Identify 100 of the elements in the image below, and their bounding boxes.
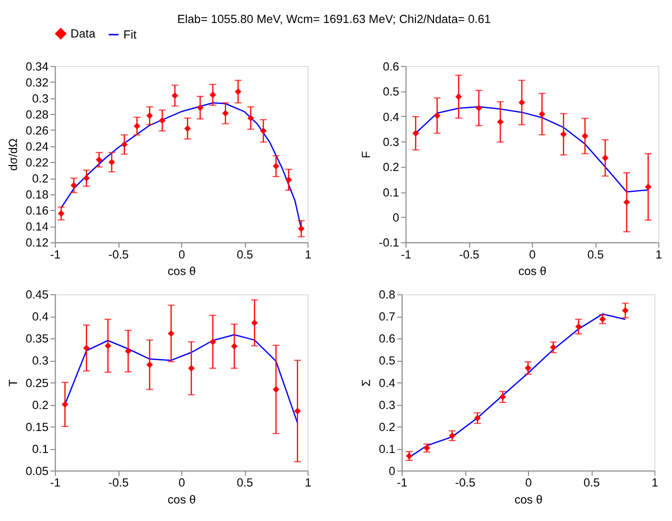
- x-tick-label: -1: [396, 476, 408, 490]
- point: [518, 99, 526, 106]
- x-tick-label: 0: [529, 248, 536, 262]
- y-tick-label: 0.45: [26, 288, 49, 302]
- point: [83, 344, 90, 352]
- y-tick-label: 0.14: [26, 220, 49, 234]
- point: [602, 154, 608, 162]
- x-tick-label: 0.5: [236, 476, 254, 490]
- y-tick-label: 0.2: [382, 161, 400, 174]
- point: [222, 110, 229, 117]
- point: [272, 162, 280, 170]
- point: [448, 432, 456, 439]
- y-tick-label: 0.5: [382, 86, 400, 99]
- x-tick-label: 1: [652, 476, 658, 490]
- point: [108, 158, 116, 166]
- y-tick-label: 0.28: [26, 108, 49, 122]
- point: [524, 364, 532, 372]
- point: [134, 122, 140, 130]
- x-tick-label: -0.5: [459, 248, 480, 262]
- x-tick-label: 0.5: [587, 248, 604, 262]
- legend-label: Fit: [123, 28, 138, 42]
- point: [622, 307, 629, 314]
- y-tick-label: 0.6: [378, 332, 396, 346]
- x-tick-label: 0.5: [584, 476, 600, 490]
- point: [247, 114, 254, 122]
- point: [599, 316, 606, 322]
- point: [285, 176, 292, 184]
- point: [582, 132, 588, 140]
- x-tick-label: 1: [304, 248, 312, 262]
- y-tick-label: 0.16: [26, 204, 49, 218]
- point: [406, 452, 412, 460]
- point: [210, 338, 216, 346]
- x-tick-label: -1: [50, 476, 61, 490]
- point: [58, 210, 64, 217]
- y-axis-title: T: [6, 379, 20, 386]
- point: [538, 110, 546, 118]
- x-tick-label: 0: [178, 476, 186, 490]
- x-axis-title: cos θ: [168, 493, 196, 506]
- y-tick-label: -0.1: [378, 236, 400, 250]
- y-tick-label: 0.18: [26, 188, 49, 202]
- x-tick-label: -0.5: [108, 248, 130, 262]
- y-tick-label: 0.05: [26, 464, 49, 478]
- x-axis-title: cos θ: [518, 265, 546, 278]
- point: [62, 401, 68, 408]
- point: [146, 361, 153, 368]
- point: [298, 225, 305, 232]
- y-tick-label: 0.1: [378, 442, 396, 456]
- legend-label: Data: [70, 28, 96, 41]
- y-axis-title: dσ/dΩ: [6, 138, 20, 171]
- y-axis-title: Σ: [360, 379, 374, 386]
- point: [497, 118, 504, 126]
- point: [168, 330, 174, 337]
- y-tick-label: 0.12: [26, 236, 48, 250]
- x-axis-title: cos θ: [168, 265, 196, 278]
- y-tick-label: 0.34: [26, 60, 49, 74]
- x-tick-label: 0: [178, 248, 186, 262]
- x-tick-label: -0.5: [455, 476, 476, 490]
- y-tick-label: 0: [388, 464, 396, 478]
- y-tick-label: 0.4: [382, 110, 400, 124]
- point: [251, 320, 258, 326]
- point: [476, 104, 482, 112]
- y-tick-label: 0.3: [378, 398, 396, 412]
- x-tick-label: 0: [525, 476, 532, 490]
- x-tick-label: -1: [400, 248, 412, 262]
- y-tick-label: 0.22: [26, 156, 48, 170]
- point: [474, 414, 481, 422]
- x-axis-title: cos θ: [514, 493, 543, 506]
- y-tick-label: 0.25: [26, 376, 49, 390]
- point: [294, 408, 301, 414]
- point: [499, 394, 506, 400]
- point: [70, 182, 78, 189]
- point: [455, 93, 462, 100]
- y-tick-label: 0.3: [382, 136, 400, 149]
- point: [184, 125, 191, 132]
- x-tick-label: 0.5: [236, 248, 254, 262]
- y-tick-label: 0.7: [378, 310, 396, 324]
- y-tick-label: 0.24: [26, 140, 49, 154]
- point: [83, 174, 90, 182]
- point: [188, 364, 195, 372]
- point: [172, 92, 178, 99]
- y-tick-label: 0.4: [378, 376, 396, 390]
- point: [124, 348, 132, 354]
- y-tick-label: 0.32: [26, 76, 48, 90]
- point: [231, 342, 238, 350]
- y-tick-label: 0.1: [382, 186, 400, 200]
- y-tick-label: 0.2: [378, 420, 396, 434]
- point: [412, 130, 419, 137]
- point: [196, 104, 204, 111]
- point: [146, 112, 153, 119]
- x-tick-label: 1: [304, 476, 312, 490]
- point: [560, 130, 567, 138]
- point: [158, 117, 166, 124]
- y-tick-label: 0.1: [32, 442, 48, 456]
- y-tick-label: 0.3: [32, 92, 49, 106]
- point: [234, 88, 242, 95]
- y-tick-label: 0.15: [26, 420, 49, 434]
- point: [104, 342, 112, 350]
- x-tick-label: 1: [656, 248, 662, 262]
- y-tick-label: 0.4: [32, 310, 49, 324]
- point: [260, 128, 267, 134]
